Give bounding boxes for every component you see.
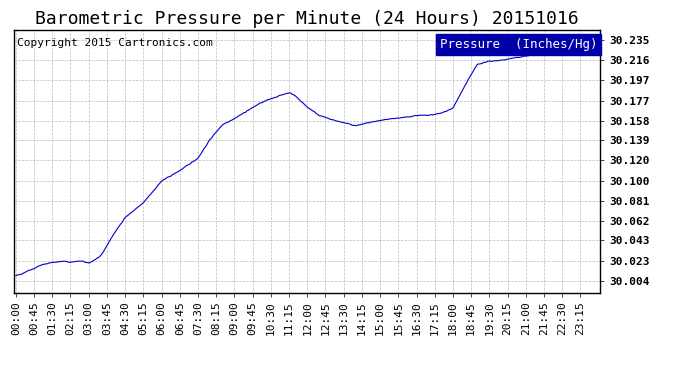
Title: Barometric Pressure per Minute (24 Hours) 20151016: Barometric Pressure per Minute (24 Hours… xyxy=(35,10,579,28)
Text: Pressure  (Inches/Hg): Pressure (Inches/Hg) xyxy=(440,38,598,51)
Text: Copyright 2015 Cartronics.com: Copyright 2015 Cartronics.com xyxy=(17,38,213,48)
